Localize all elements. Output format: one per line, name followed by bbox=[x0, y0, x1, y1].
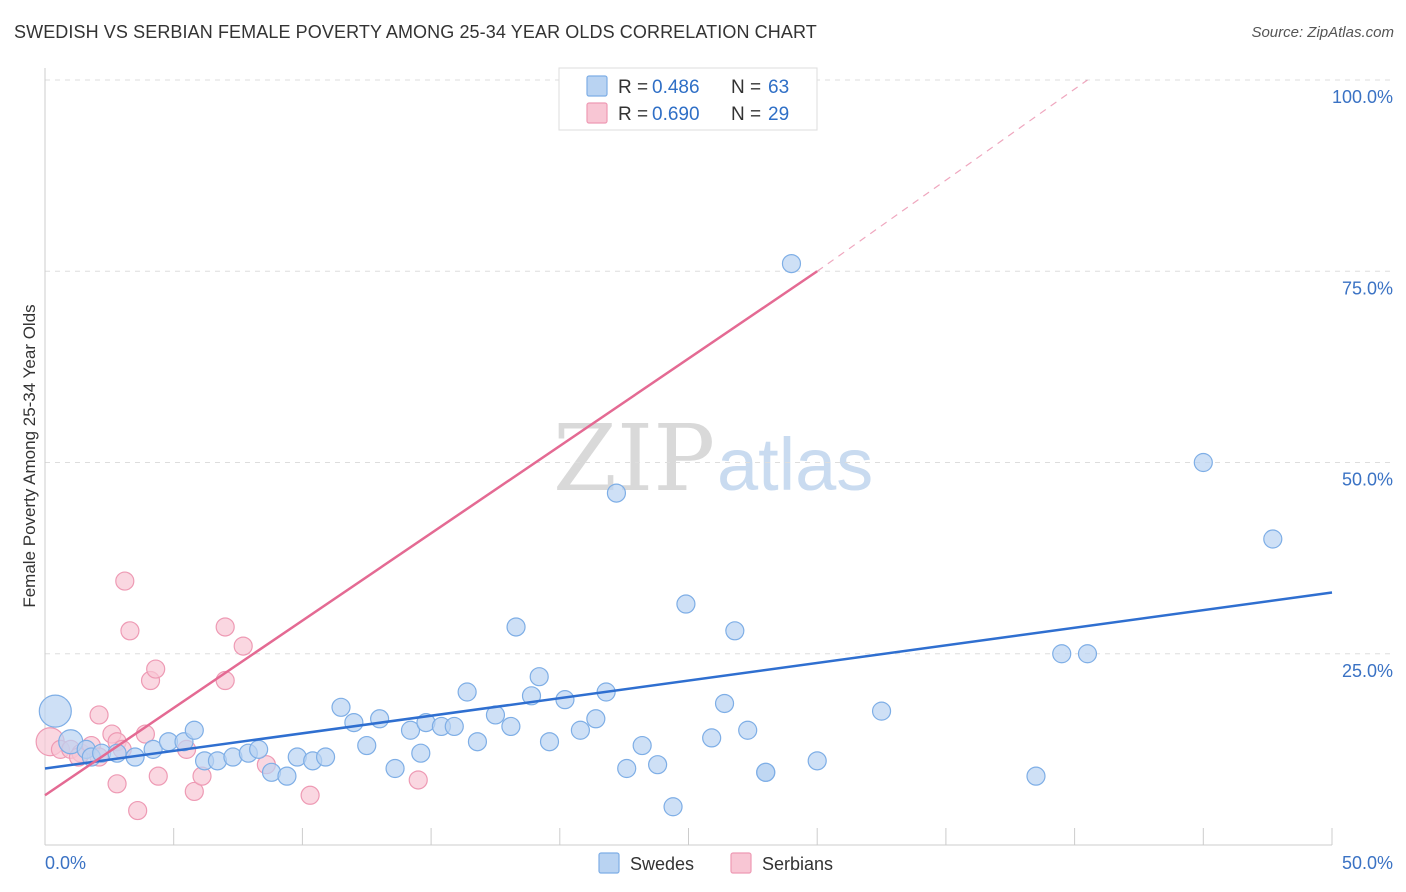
data-point bbox=[249, 739, 269, 759]
legend-swatch-serbians bbox=[586, 102, 608, 124]
data-point bbox=[89, 705, 109, 725]
data-point bbox=[370, 709, 390, 729]
y-tick-label: 50.0% bbox=[1342, 470, 1393, 490]
watermark-atlas: atlas bbox=[717, 423, 873, 506]
x-tick-label-max: 50.0% bbox=[1342, 853, 1393, 873]
x-tick-marks bbox=[173, 828, 1333, 845]
chart-title: SWEDISH VS SERBIAN FEMALE POVERTY AMONG … bbox=[14, 22, 817, 42]
trend-line-serbians bbox=[44, 270, 818, 797]
y-tick-label: 75.0% bbox=[1342, 278, 1393, 298]
data-point bbox=[148, 766, 168, 786]
data-point bbox=[146, 659, 166, 679]
data-point bbox=[184, 720, 204, 740]
data-point bbox=[1077, 644, 1098, 664]
data-point bbox=[215, 617, 235, 637]
data-point bbox=[570, 720, 590, 740]
legend-n-label-serbians: N = bbox=[731, 104, 761, 125]
data-point bbox=[738, 720, 758, 740]
source-label: Source: ZipAtlas.com bbox=[1251, 24, 1394, 41]
data-point bbox=[606, 483, 627, 503]
trend-lines bbox=[44, 79, 1333, 797]
data-point bbox=[385, 758, 405, 779]
bottom-legend: Swedes Serbians bbox=[598, 852, 833, 874]
data-point bbox=[1026, 766, 1046, 786]
data-point bbox=[128, 800, 148, 821]
data-point bbox=[529, 667, 549, 687]
y-tick-label: 100.0% bbox=[1332, 87, 1393, 107]
data-point bbox=[676, 594, 696, 614]
data-point bbox=[400, 720, 421, 740]
bottom-legend-label-serbians: Serbians bbox=[762, 854, 833, 874]
data-point bbox=[1193, 452, 1213, 473]
data-point bbox=[300, 785, 320, 805]
data-point bbox=[315, 747, 336, 767]
data-point bbox=[331, 697, 351, 717]
legend-r-label-serbians: R = bbox=[618, 104, 648, 125]
y-tick-labels: 25.0% 50.0% 75.0% 100.0% bbox=[1332, 87, 1393, 681]
data-point bbox=[1263, 529, 1283, 549]
data-point bbox=[120, 621, 140, 641]
legend-n-label-swedes: N = bbox=[731, 77, 761, 98]
data-point bbox=[506, 617, 526, 637]
grid-lines bbox=[45, 79, 1392, 655]
data-point bbox=[411, 743, 431, 763]
data-point bbox=[702, 728, 722, 748]
data-point bbox=[344, 712, 364, 733]
legend-swatch-swedes bbox=[586, 75, 608, 97]
data-point bbox=[38, 694, 72, 728]
data-point bbox=[648, 755, 668, 775]
data-point bbox=[807, 751, 827, 771]
data-point bbox=[756, 762, 776, 782]
data-point bbox=[357, 735, 377, 756]
data-point bbox=[408, 770, 428, 790]
data-point bbox=[617, 758, 637, 779]
data-point bbox=[115, 571, 135, 591]
data-point bbox=[586, 709, 606, 729]
bottom-legend-label-swedes: Swedes bbox=[630, 854, 694, 874]
trend-line-swedes bbox=[44, 591, 1333, 770]
data-point bbox=[1052, 644, 1072, 664]
data-point bbox=[277, 766, 297, 786]
data-point bbox=[781, 254, 802, 274]
watermark-zip: ZIP bbox=[553, 405, 715, 512]
data-point bbox=[725, 621, 745, 641]
data-point bbox=[871, 701, 892, 721]
data-point bbox=[444, 716, 464, 737]
data-point bbox=[714, 693, 735, 714]
legend-box: R = 0.486 N = 63 R = 0.690 N = 29 bbox=[558, 67, 818, 131]
data-point bbox=[467, 732, 488, 752]
trend-line-serbians-extension bbox=[816, 79, 1088, 272]
data-point bbox=[501, 716, 521, 737]
data-point bbox=[107, 774, 127, 794]
y-axis-label: Female Poverty Among 25-34 Year Olds bbox=[20, 304, 39, 607]
data-point bbox=[457, 682, 477, 702]
x-tick-label-min: 0.0% bbox=[45, 853, 86, 873]
legend-n-value-serbians: 29 bbox=[768, 104, 789, 125]
data-point bbox=[184, 781, 204, 802]
legend-r-value-serbians: 0.690 bbox=[652, 104, 700, 125]
data-point bbox=[233, 636, 253, 656]
legend-r-value-swedes: 0.486 bbox=[652, 77, 700, 98]
data-point bbox=[555, 690, 575, 710]
bottom-legend-swatch-serbians bbox=[730, 852, 752, 874]
bottom-legend-swatch-swedes bbox=[598, 852, 620, 874]
y-tick-label: 25.0% bbox=[1342, 661, 1393, 681]
data-point bbox=[632, 735, 652, 756]
legend-n-value-swedes: 63 bbox=[768, 77, 789, 98]
swedes-points bbox=[38, 254, 1283, 817]
data-point bbox=[663, 797, 683, 817]
data-point bbox=[539, 732, 560, 752]
legend-r-label-swedes: R = bbox=[618, 77, 648, 98]
